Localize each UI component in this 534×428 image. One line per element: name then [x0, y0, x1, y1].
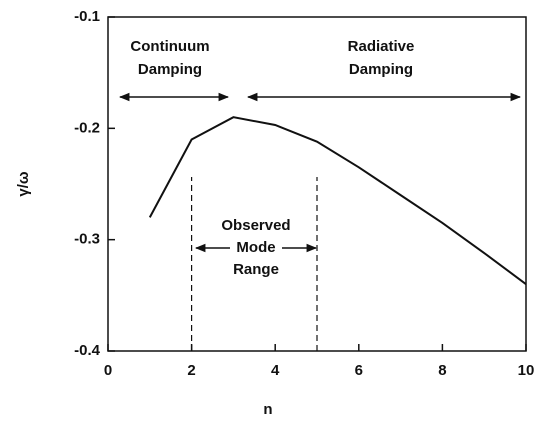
x-axis-label: n: [263, 401, 272, 418]
x-tick-label: 10: [518, 362, 534, 379]
annotation: Mode: [236, 239, 275, 256]
x-tick-label: 2: [187, 362, 195, 379]
y-tick-label: -0.1: [74, 8, 100, 25]
y-axis-label: γ/ω: [15, 171, 32, 197]
x-tick-label: 6: [355, 362, 363, 379]
annotation: Range: [233, 261, 279, 278]
line: [148, 116, 527, 286]
x-tick-label: 8: [438, 362, 446, 379]
y-tick-label: -0.4: [74, 342, 101, 359]
annotation: Radiative: [348, 38, 415, 55]
x-tick-label: 4: [271, 362, 280, 379]
annotation: Damping: [349, 61, 413, 78]
y-tick-label: -0.3: [74, 231, 100, 248]
annotation: Continuum: [130, 38, 209, 55]
x-tick-label: 0: [104, 362, 112, 379]
annotation: Damping: [138, 61, 202, 78]
y-tick-label: -0.2: [74, 119, 100, 136]
annotation: Observed: [221, 217, 290, 234]
